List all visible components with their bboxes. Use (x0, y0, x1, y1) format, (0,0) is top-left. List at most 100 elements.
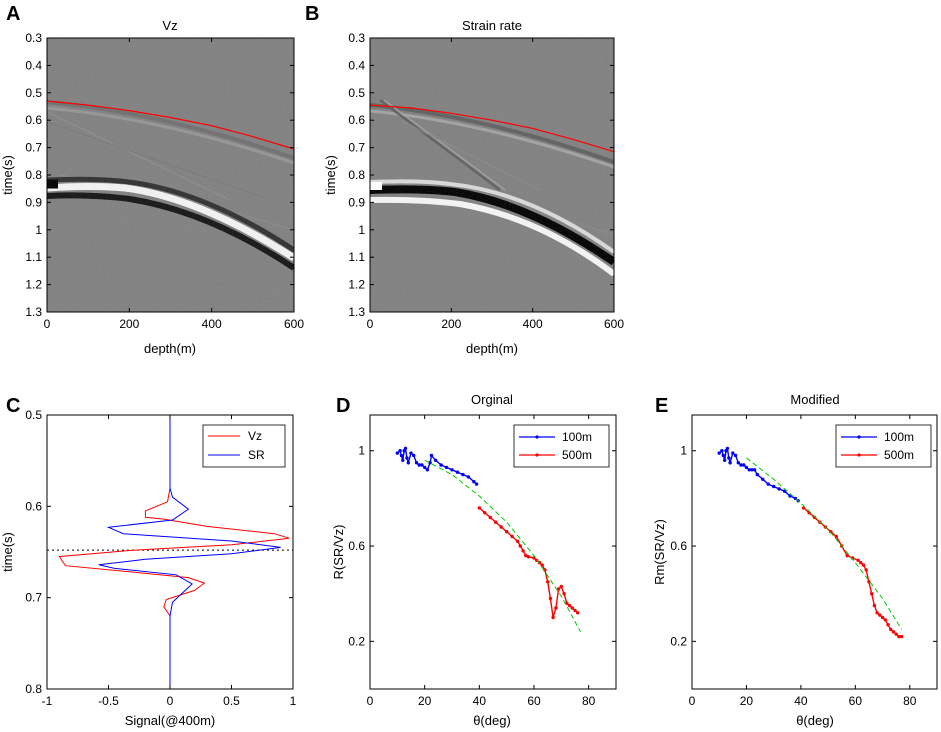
series-line-sr (98, 415, 281, 689)
data-point-500m (894, 632, 898, 636)
panel-b-pick-curve (369, 104, 615, 153)
x-tick-label: 40 (794, 694, 808, 708)
y-tick-label: 0.2 (348, 634, 365, 648)
data-point-100m (755, 472, 759, 477)
panel-label-d: D (336, 395, 350, 417)
series-line-vz (58, 415, 290, 689)
panel-d-ylabel: R(SR/Vz) (331, 525, 346, 580)
y-tick-label: 0.5 (25, 86, 42, 100)
data-point-500m (889, 627, 893, 632)
panel-a-xlabel: depth(m) (144, 341, 196, 356)
panel-b-ylabel: time(s) (323, 155, 338, 195)
data-point-100m (736, 461, 740, 465)
data-point-100m (420, 463, 424, 467)
legend-500m-label: 500m (562, 448, 592, 462)
data-point-100m (731, 451, 735, 455)
y-tick-label: 0.5 (25, 408, 42, 422)
data-point-100m (466, 475, 471, 479)
x-tick-label: 600 (284, 317, 304, 331)
legend-500m-marker (857, 453, 861, 457)
data-point-100m (439, 463, 443, 467)
x-tick-label: 0 (44, 317, 51, 331)
x-tick-label: 200 (441, 317, 461, 331)
panel-d-legend: 100m 500m (513, 424, 610, 468)
panel-e-axes (691, 414, 938, 690)
y-tick-label: 0.5 (348, 86, 365, 100)
data-point-500m (573, 608, 577, 613)
panel-c-legend: Vz SR (202, 424, 286, 468)
y-tick-label: 0.6 (670, 539, 687, 553)
data-point-500m (899, 634, 904, 639)
y-tick-label: 0.3 (25, 31, 42, 45)
data-point-100m (428, 461, 432, 465)
data-point-500m (845, 553, 849, 558)
data-point-500m (548, 596, 553, 601)
panel-a: Vz 0 200 400 600 0.3 0.4 0.5 0.6 0.7 0.8 0.9 1 1.1 1.… (0, 18, 304, 356)
data-point-100m (723, 458, 727, 462)
panel-d: Orginal 0 20 40 60 80 0.2 0.6 1 100m 500m θ(deg… (331, 392, 617, 728)
y-tick-label: 1.1 (25, 250, 42, 264)
data-point-100m (728, 461, 732, 465)
data-point-500m (875, 611, 879, 615)
data-point-100m (409, 451, 413, 455)
data-point-500m (856, 558, 860, 562)
data-point-100m (772, 484, 776, 489)
y-tick-label: 0.7 (25, 591, 42, 605)
data-point-500m (510, 534, 514, 539)
x-tick-label: 400 (523, 317, 543, 331)
panel-e: Modified 0 20 40 60 80 0.2 0.6 1 100m 500m θ(de… (652, 392, 938, 728)
data-point-500m (834, 534, 838, 539)
y-tick-label: 1 (680, 444, 687, 458)
panel-b-image (370, 38, 614, 312)
x-tick-label: 200 (119, 317, 139, 331)
data-point-100m (474, 482, 479, 486)
data-point-500m (477, 506, 481, 510)
x-tick-label: 400 (202, 317, 222, 331)
y-tick-label: 0.6 (348, 113, 365, 127)
data-point-500m (864, 568, 868, 572)
data-point-500m (540, 563, 544, 567)
legend-500m-marker (535, 453, 539, 457)
data-point-500m (505, 530, 509, 534)
y-tick-label: 0.6 (25, 113, 42, 127)
y-tick-label: 0.3 (348, 31, 365, 45)
y-tick-label: 0.4 (25, 58, 42, 72)
data-point-100m (747, 468, 751, 472)
data-point-100m (742, 463, 746, 467)
data-point-100m (733, 453, 738, 458)
data-point-100m (727, 456, 731, 460)
data-point-500m (870, 592, 874, 596)
y-tick-label: 1.3 (25, 305, 42, 319)
data-point-100m (429, 453, 434, 458)
data-point-100m (406, 461, 410, 465)
data-point-100m (721, 453, 725, 458)
y-tick-label: 0.8 (25, 682, 42, 696)
legend-100m-label: 100m (562, 430, 592, 444)
data-point-500m (546, 580, 550, 584)
x-tick-label: 60 (849, 694, 863, 708)
panel-e-title: Modified (790, 392, 839, 407)
y-tick-label: 1 (35, 223, 42, 237)
data-point-100m (725, 446, 730, 451)
y-tick-label: 1.1 (348, 250, 365, 264)
y-tick-label: 0.7 (348, 141, 365, 155)
data-point-500m (562, 592, 566, 596)
panel-b-title: Strain rate (462, 18, 522, 33)
fit-line (746, 457, 903, 630)
data-point-100m (417, 463, 421, 467)
panel-c-xlabel: Signal(@400m) (125, 713, 216, 728)
y-tick-label: 0.4 (348, 58, 365, 72)
data-point-500m (488, 515, 492, 520)
data-point-500m (859, 561, 863, 565)
data-point-100m (455, 470, 460, 474)
panel-c-ylabel: time(s) (0, 532, 15, 572)
data-point-100m (739, 463, 743, 467)
data-point-100m (782, 489, 787, 493)
data-point-100m (788, 494, 792, 498)
data-point-500m (878, 613, 882, 617)
panel-label-e: E (655, 395, 668, 417)
y-tick-label: 1 (358, 223, 365, 237)
data-point-100m (472, 480, 476, 484)
data-point-100m (720, 449, 724, 453)
fit-line (424, 459, 581, 633)
